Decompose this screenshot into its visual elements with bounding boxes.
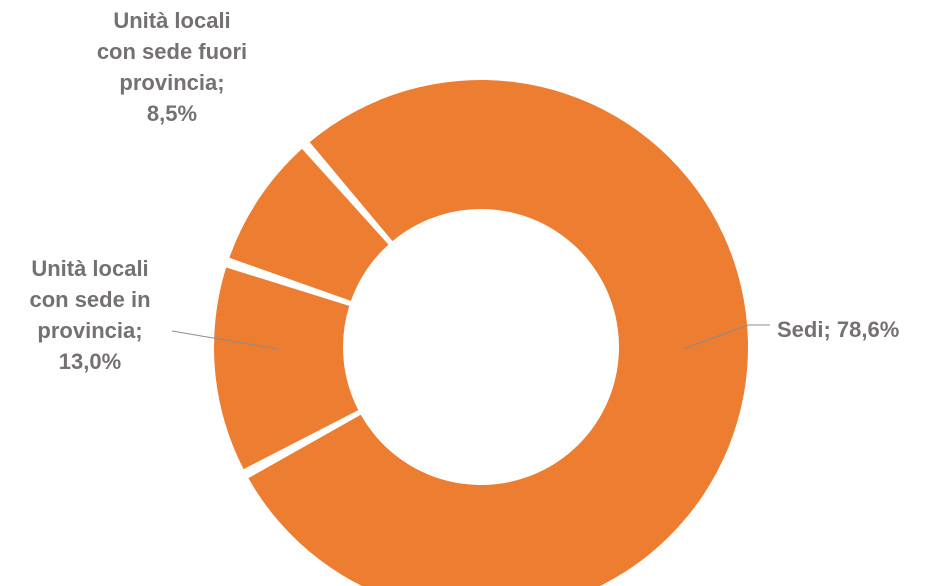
slice-label-line: con sede in xyxy=(29,287,150,312)
slice-2 xyxy=(214,267,359,470)
slice-label-line: Sedi; 78,6% xyxy=(777,317,899,342)
leader-line-2 xyxy=(171,330,279,350)
slice-label-3: Unità locali con sede fuori provincia; 8,5% xyxy=(97,8,247,126)
slice-label-line: Unità locali xyxy=(31,256,148,281)
donut-slices xyxy=(214,80,748,586)
slice-label-2: Unità locali con sede in provincia; 13,0% xyxy=(29,256,150,374)
leader-line-1 xyxy=(682,324,770,350)
slice-1 xyxy=(248,80,748,586)
slice-label-line: provincia; xyxy=(119,70,224,95)
slice-3 xyxy=(229,148,389,301)
slice-label-line: 13,0% xyxy=(59,349,121,374)
slice-label-line: con sede fuori xyxy=(97,39,247,64)
slice-label-line: 8,5% xyxy=(147,101,197,126)
slice-label-line: provincia; xyxy=(37,318,142,343)
slice-label-line: Unità locali xyxy=(113,8,230,33)
leader-lines xyxy=(171,324,770,350)
slice-label-1: Sedi; 78,6% xyxy=(777,317,899,342)
slice-labels: Sedi; 78,6% Unità locali con sede in provin… xyxy=(29,8,899,374)
